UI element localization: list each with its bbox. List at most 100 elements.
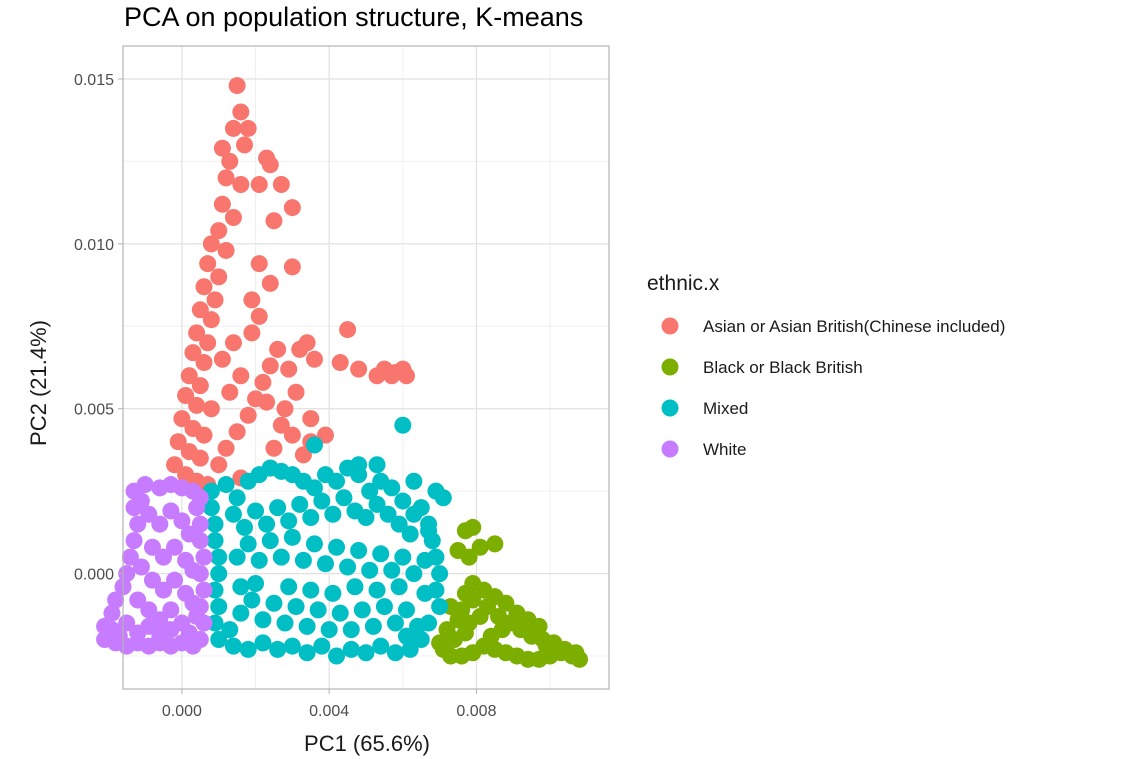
plot-border [122,45,610,690]
data-point [169,433,187,451]
data-point [210,598,228,616]
data-point [210,565,228,583]
data-point [324,584,342,602]
data-point [162,502,180,520]
data-point [195,354,213,372]
data-point [269,640,287,658]
data-point [250,175,268,193]
data-point [232,103,250,121]
data-point [375,598,393,616]
data-point [184,594,202,612]
data-point [125,532,143,550]
data-point [353,601,371,619]
data-point [405,472,423,490]
data-point [155,581,172,599]
data-point [298,644,316,662]
data-point [217,476,235,494]
data-point [250,307,268,325]
data-point [210,456,228,474]
data-point [228,77,246,95]
data-point [431,634,449,652]
data-point [184,561,202,579]
data-point [136,476,154,494]
data-point [254,634,272,652]
data-point [173,410,191,428]
data-point [191,449,209,467]
data-point [298,334,316,352]
data-point [305,535,323,553]
legend-key [661,358,679,376]
data-point [199,334,217,352]
data-point [217,439,235,457]
legend-key [661,399,679,417]
data-point [188,396,206,414]
data-point [228,423,246,441]
data-point [202,235,220,253]
data-point [210,222,228,240]
data-point [305,479,323,497]
data-point [390,515,408,533]
data-point [243,324,261,342]
data-point [188,324,206,342]
data-point [368,581,386,599]
data-point [236,136,253,154]
data-point [199,255,217,273]
data-point [320,621,338,639]
data-point [269,499,287,517]
data-point [250,255,268,273]
y-tick-label: 0.000 [74,567,114,584]
data-point [305,350,323,368]
x-tick-label: 0.000 [162,703,202,720]
data-point [460,548,478,566]
data-point [210,631,228,649]
data-point [177,387,195,405]
data-point [155,548,172,566]
data-point [339,321,357,339]
data-point [328,472,346,490]
data-point [129,591,147,609]
data-point [143,571,161,589]
data-point [409,617,427,635]
data-point [464,518,482,536]
data-point [236,518,253,536]
data-point [386,644,404,662]
series-group [431,518,589,668]
data-point [206,532,224,550]
data-point [383,479,401,497]
data-point [132,492,150,510]
x-tick-label: 0.004 [309,703,349,720]
data-point [398,627,415,645]
data-point [162,621,180,639]
data-point [398,601,415,619]
x-axis-title: PC1 (65.6%) [304,731,430,756]
data-point [350,542,368,560]
data-point [442,647,460,665]
data-point [184,344,202,362]
data-point [335,489,353,507]
data-point [287,383,305,401]
data-point [243,291,261,309]
data-point [368,495,386,513]
data-point [195,548,213,566]
data-point [224,505,242,523]
data-point [151,515,169,533]
data-point [221,383,239,401]
y-tick-label: 0.005 [74,402,114,419]
data-points [96,77,589,668]
data-point [143,538,161,556]
data-point [265,212,283,230]
legend-label: White [703,440,746,459]
data-point [213,350,231,368]
data-point [283,637,301,655]
data-point [166,571,184,589]
data-point [339,558,357,576]
data-point [283,528,301,546]
data-point [283,258,301,276]
data-point [412,631,430,649]
data-point [434,489,452,507]
data-point [342,621,360,639]
data-point [206,515,224,533]
data-point [420,522,438,540]
data-point [328,538,346,556]
